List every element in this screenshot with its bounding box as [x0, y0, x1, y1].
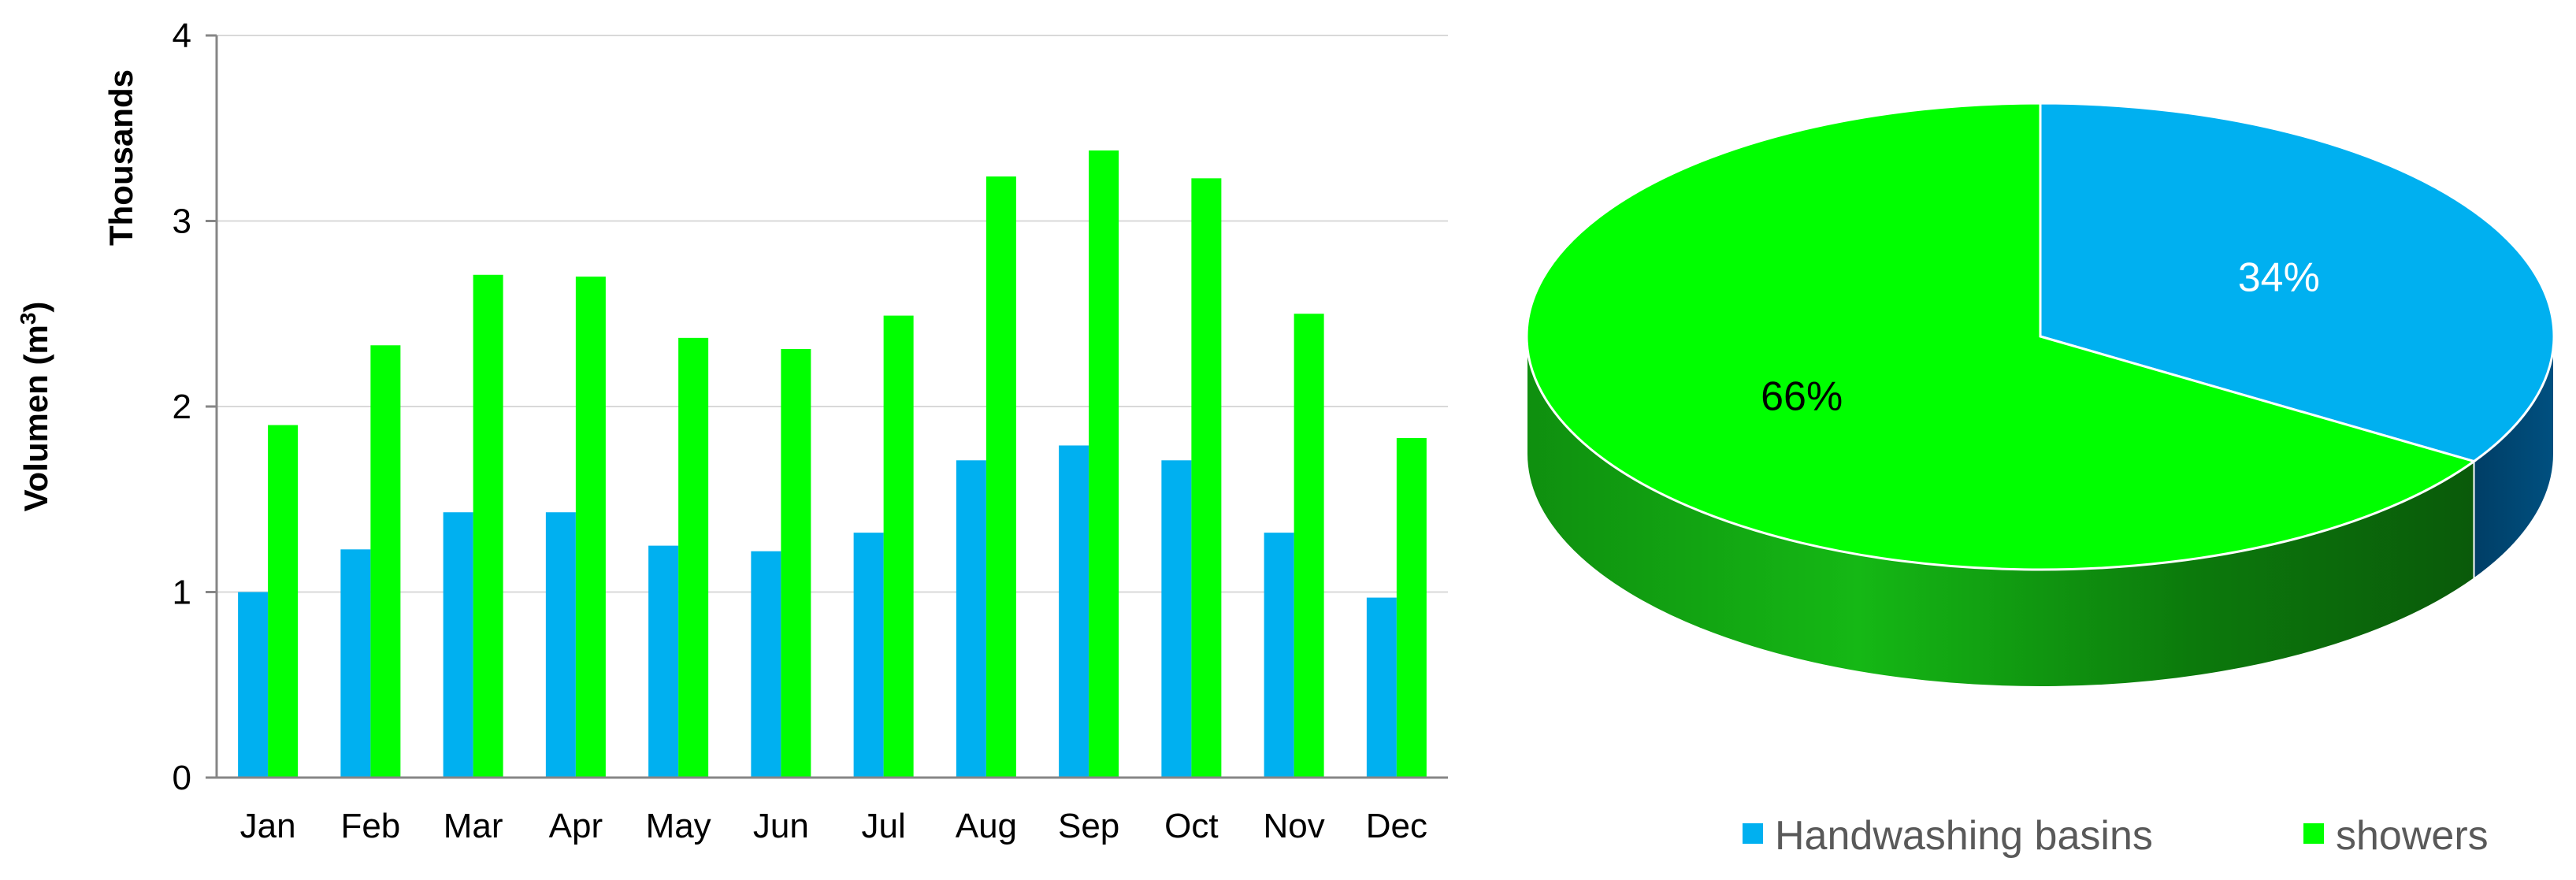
bar-showers-oct — [1191, 178, 1222, 778]
x-tick-label: Nov — [1264, 807, 1325, 845]
legend-label-handwashing: Handwashing basins — [1775, 813, 2153, 859]
bar-showers-apr — [575, 277, 606, 778]
pie-slices — [1525, 102, 2556, 571]
x-tick-label: Feb — [340, 807, 400, 845]
bar-showers-nov — [1294, 314, 1324, 778]
y-tick-label: 4 — [173, 17, 191, 55]
pie-labels: 34% 66% — [1761, 254, 2320, 419]
x-tick-label: Mar — [444, 807, 503, 845]
bar-basins-dec — [1366, 597, 1397, 778]
x-tick-label: Sep — [1058, 807, 1119, 845]
bar-showers-jul — [883, 315, 914, 778]
bar-showers-mar — [473, 274, 503, 778]
legend-label-showers: showers — [2336, 813, 2489, 859]
x-tick-labels: Jan Feb Mar Apr May Jun Jul Aug Sep Oct Nov Dec — [240, 807, 1427, 845]
bar-showers-aug — [985, 176, 1016, 778]
pie-slice-handwashing — [2039, 102, 2556, 463]
pie-slice-showers — [1525, 102, 2477, 571]
x-tick-label: Oct — [1164, 807, 1218, 845]
bar-showers-dec — [1396, 438, 1427, 778]
x-tick-label: May — [646, 807, 711, 845]
gridlines — [217, 35, 1448, 593]
bar-basins-may — [648, 545, 679, 778]
y-tick-label: 1 — [173, 574, 191, 612]
unit-label: Thousands — [102, 69, 139, 246]
bar-showers-jan — [268, 425, 299, 778]
x-tick-label: Aug — [956, 807, 1017, 845]
bar-showers-may — [678, 337, 709, 778]
bar-showers-sep — [1089, 150, 1119, 778]
bar-chart: 0 1 2 3 4 Jan Feb Mar Apr May Jun Jul Aug Sep Oct Nov D… — [16, 17, 1448, 845]
legend-swatch-showers — [2303, 823, 2324, 844]
x-tick-label: Apr — [549, 807, 603, 845]
y-tick-label: 2 — [173, 388, 191, 426]
legend: Handwashing basins showers — [1743, 813, 2489, 859]
x-tick-label: Jun — [753, 807, 809, 845]
bar-basins-oct — [1161, 460, 1192, 778]
legend-swatch-handwashing — [1743, 823, 1763, 844]
x-tick-label: Jan — [240, 807, 296, 845]
x-tick-label: Dec — [1366, 807, 1427, 845]
pie-chart: 34% 66% — [1525, 102, 2556, 688]
bar-basins-sep — [1059, 445, 1089, 778]
x-tick-label: Jul — [862, 807, 906, 845]
y-tick-label: 0 — [173, 759, 191, 797]
pie-label-showers: 66% — [1761, 374, 1843, 420]
bar-basins-jul — [853, 533, 884, 778]
y-axis-title: Volumen (m3) — [16, 302, 55, 512]
bar-showers-feb — [370, 345, 401, 778]
bar-showers-jun — [781, 348, 811, 778]
bar-basins-aug — [956, 460, 986, 778]
bar-basins-mar — [443, 512, 473, 778]
bar-basins-jun — [751, 551, 781, 778]
pie-label-handwashing: 34% — [2238, 254, 2320, 300]
y-tick-labels: 0 1 2 3 4 — [173, 17, 217, 797]
bar-basins-feb — [340, 549, 371, 778]
y-tick-label: 3 — [173, 202, 191, 241]
bars — [238, 150, 1427, 778]
bar-basins-nov — [1264, 533, 1294, 778]
bar-basins-apr — [545, 512, 576, 778]
bar-basins-jan — [238, 592, 269, 778]
